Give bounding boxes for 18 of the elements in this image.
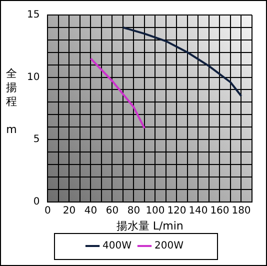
text: 全揚程 m (6, 67, 17, 136)
x-tick-label: 140 (188, 205, 208, 216)
x-axis-title: 揚水量 L/min (116, 219, 184, 232)
x-tick-label: 160 (210, 205, 230, 216)
x-tick-label: 0 (44, 205, 51, 216)
x-tick-label: 100 (146, 205, 165, 216)
x-tick-label: 80 (127, 205, 140, 216)
legend-label: 200W (154, 240, 184, 252)
x-tick-label: 120 (167, 205, 186, 216)
legend-label: 400W (102, 240, 132, 252)
x-tick-label: 180 (232, 205, 251, 216)
y-tick-label: 10 (26, 72, 40, 83)
x-tick-label: 40 (84, 205, 98, 216)
y-tick-label: 5 (33, 134, 40, 146)
x-tick-label: 60 (106, 205, 119, 216)
y-tick-label: 0 (33, 196, 40, 208)
y-tick-label: 15 (26, 10, 40, 21)
x-tick-label: 20 (62, 205, 76, 216)
